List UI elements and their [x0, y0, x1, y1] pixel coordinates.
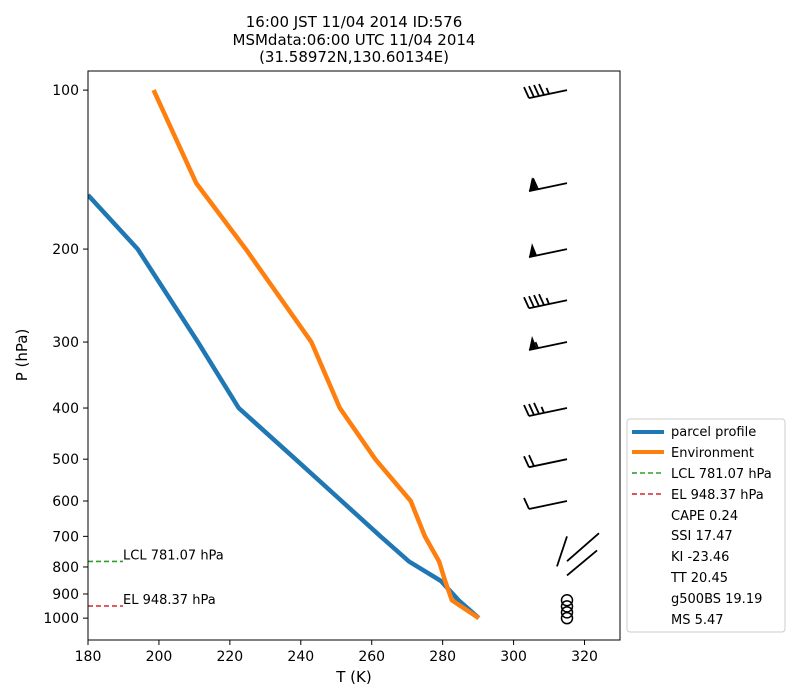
legend-label-environment: Environment: [671, 446, 754, 461]
barb-shaft: [528, 407, 568, 417]
wind-barb-300: [528, 336, 568, 351]
x-tick-label: 320: [571, 649, 598, 665]
y-axis-label: P (hPa): [13, 329, 31, 382]
barb-flag: [523, 497, 530, 510]
y-tick-label: 500: [52, 452, 79, 468]
y-tick-label: 400: [52, 401, 79, 417]
low-level-barb-2: [566, 532, 600, 562]
wind-barb-1000: [560, 611, 574, 625]
y-tick-label: 800: [52, 560, 79, 576]
barb-half-flag: [545, 297, 550, 305]
barb-flag: [533, 84, 540, 97]
legend-label-ki: KI -23.46: [671, 550, 729, 565]
x-tick-label: 220: [216, 649, 243, 665]
wind-barb-250: [523, 293, 568, 310]
calm-circle: [560, 594, 574, 607]
barb-flag: [533, 294, 540, 307]
calm-circle: [560, 600, 574, 613]
barb-flag: [538, 293, 545, 306]
barb-flag: [523, 404, 530, 417]
y-tick-label: 1000: [43, 611, 79, 627]
y-tick-label: 200: [52, 242, 79, 258]
legend-label-tt: TT 20.45: [670, 571, 728, 586]
wind-barb-975: [560, 606, 574, 619]
chart-title-line-2: MSMdata:06:00 UTC 11/04 2014: [233, 31, 476, 49]
calm-circle: [560, 611, 574, 625]
legend-label-ssi: SSI 17.47: [671, 529, 733, 544]
barb-shaft: [528, 89, 568, 100]
wind-barb-200: [528, 243, 568, 258]
lcl-annotation: LCL 781.07 hPa: [123, 548, 224, 563]
x-tick-label: 240: [287, 649, 314, 665]
barb-flag: [528, 85, 535, 98]
barb-flag: [538, 83, 545, 96]
y-tick-label: 700: [52, 529, 79, 545]
x-tick-label: 300: [500, 649, 527, 665]
wind-barb-150: [528, 177, 568, 192]
barb-half-flag: [540, 406, 545, 414]
barb-pennant: [529, 243, 537, 258]
series-line-environment: [151, 89, 481, 620]
legend-label-ms: MS 5.47: [671, 613, 724, 628]
barb-flag: [528, 454, 535, 467]
barb-shaft: [528, 299, 568, 310]
wind-barb-400: [523, 402, 568, 417]
legend-label-el: EL 948.37 hPa: [671, 488, 764, 503]
legend-label-cape: CAPE 0.24: [671, 509, 738, 524]
calm-circle: [560, 606, 574, 619]
x-tick-label: 200: [146, 649, 173, 665]
el-annotation: EL 948.37 hPa: [123, 593, 216, 608]
legend-label-lcl: LCL 781.07 hPa: [671, 467, 772, 482]
x-tick-label: 280: [429, 649, 456, 665]
legend-label-g500bs: g500BS 19.19: [671, 592, 762, 607]
x-tick-label: 180: [75, 649, 102, 665]
legend-label-parcel: parcel profile: [671, 425, 756, 440]
barb-flag: [523, 455, 530, 468]
y-tick-label: 900: [52, 587, 79, 603]
barb-flag: [523, 296, 530, 309]
x-axis-label: T (K): [335, 668, 371, 686]
barb-pennant: [529, 336, 537, 351]
x-tick-label: 260: [358, 649, 385, 665]
y-tick-label: 300: [52, 335, 79, 351]
barb-flag: [528, 295, 535, 308]
wind-barb-100: [523, 83, 568, 100]
axes-frame: [87, 70, 621, 641]
low-level-barb-0: [556, 536, 568, 567]
barb-half-flag: [534, 341, 539, 349]
plot-area: LCL 781.07 hPa EL 948.37 hPa 180 200 220 240 2…: [43, 70, 621, 665]
wind-barb-600: [523, 497, 568, 510]
chart-title-line-3: (31.58972N,130.60134E): [259, 48, 449, 66]
wind-barb-500: [523, 454, 568, 469]
low-level-barb-1: [566, 549, 598, 577]
legend-frame: [626, 418, 786, 633]
barb-half-flag: [545, 87, 550, 95]
y-tick-label: 100: [52, 83, 79, 99]
barb-shaft: [528, 500, 568, 510]
barb-pennant: [529, 177, 537, 192]
y-tick-label: 600: [52, 494, 79, 510]
wind-barb-925: [560, 594, 574, 607]
chart-title-line-1: 16:00 JST 11/04 2014 ID:576: [246, 13, 462, 31]
barb-flag: [532, 177, 539, 190]
wind-barb-950: [560, 600, 574, 613]
barb-shaft: [528, 458, 568, 469]
barb-flag: [523, 86, 530, 99]
legend: parcel profile Environment LCL 781.07 hP…: [626, 418, 786, 633]
barb-flag: [528, 403, 535, 416]
plot-data: [88, 83, 600, 625]
barb-flag: [533, 402, 540, 415]
